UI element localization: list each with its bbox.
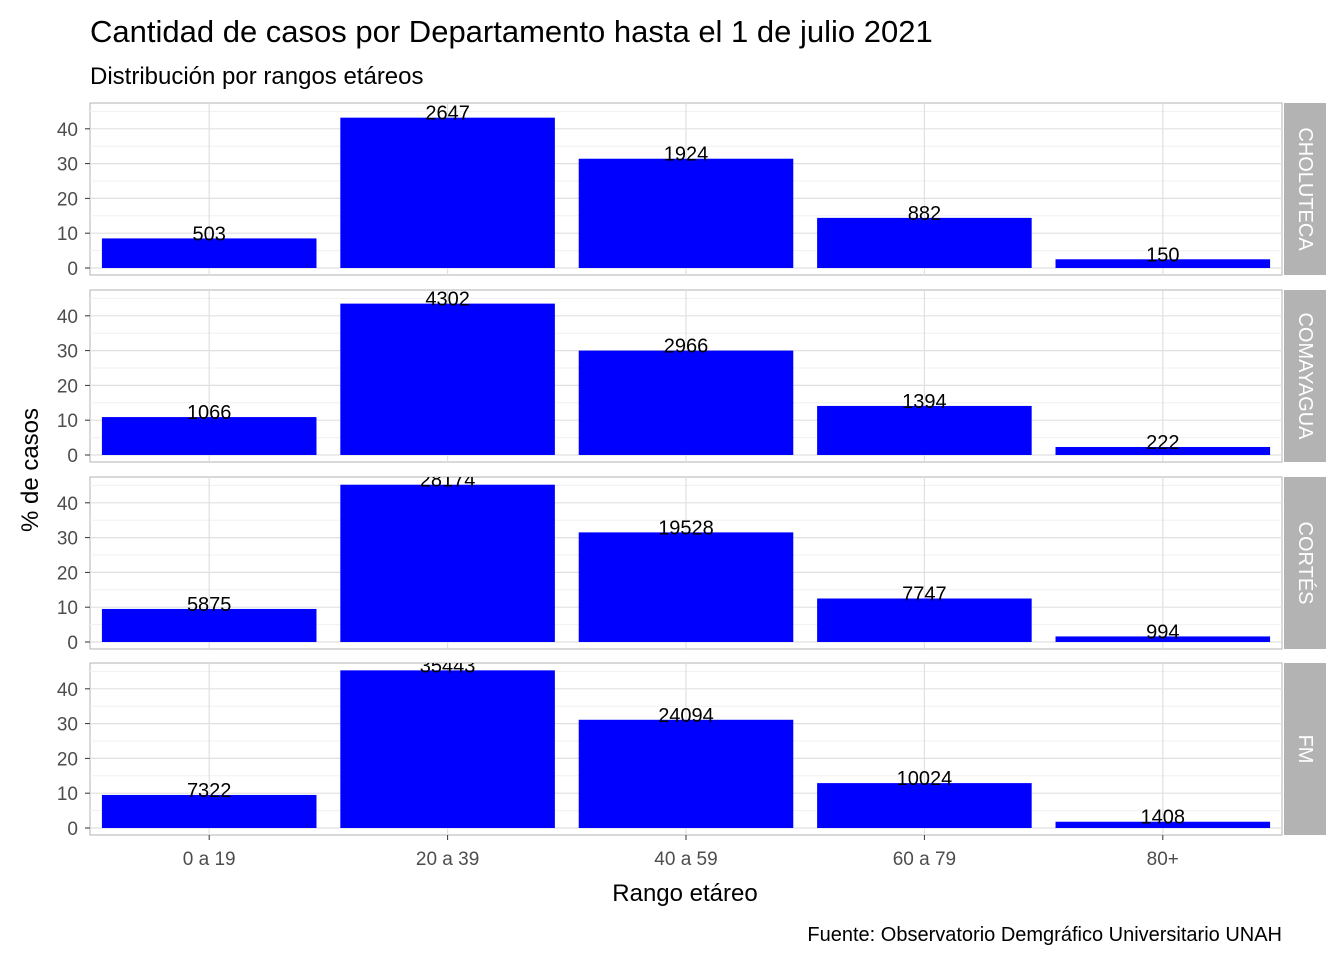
bar-value-label: 1924	[664, 144, 709, 166]
bar	[817, 783, 1032, 828]
facet-strip-label: CORTÉS	[1294, 522, 1317, 605]
y-tick-label: 20	[57, 189, 78, 210]
y-tick-label: 30	[57, 715, 78, 736]
chart-subtitle: Distribución por rangos etáreos	[90, 63, 424, 90]
y-tick-label: 40	[57, 307, 78, 328]
bar	[101, 794, 317, 828]
bar	[817, 405, 1032, 455]
facet-panel: 0 10 20 30 40 5875 28174 19528 7747 994 CORTÉS	[57, 470, 1326, 654]
bar-value-label: 1066	[187, 402, 232, 424]
chart-caption: Fuente: Observatorio Demgráfico Universi…	[807, 924, 1282, 946]
bar	[101, 238, 317, 268]
bar	[578, 158, 794, 268]
bar	[817, 598, 1032, 642]
facet-strip-label: FM	[1294, 735, 1316, 764]
bar	[1055, 821, 1271, 828]
bar	[101, 417, 317, 455]
facet-panel: 0 10 20 30 40 503 2647 1924 882 150 CHOLUTECA	[57, 102, 1326, 280]
bar-value-label: 994	[1146, 621, 1179, 643]
bar-value-label: 882	[908, 203, 941, 225]
bar	[340, 670, 555, 828]
y-tick-label: 10	[57, 411, 78, 432]
y-tick-label: 40	[57, 494, 78, 515]
y-tick-label: 30	[57, 342, 78, 363]
y-tick-label: 10	[57, 784, 78, 805]
bar-value-label: 10024	[897, 768, 953, 790]
bar	[1055, 446, 1271, 455]
bar-value-label: 5875	[187, 594, 232, 616]
x-tick-label: 80+	[1147, 849, 1179, 870]
bar-value-label: 19528	[658, 517, 714, 539]
y-tick-label: 20	[57, 749, 78, 770]
bar	[578, 719, 794, 828]
bar-value-label: 503	[193, 223, 226, 245]
facet-strip	[1284, 663, 1326, 835]
y-tick-label: 40	[57, 120, 78, 141]
y-tick-label: 20	[57, 563, 78, 584]
facet-strip	[1284, 103, 1326, 275]
y-tick-label: 40	[57, 680, 78, 701]
bar	[1055, 636, 1271, 642]
bar-value-label: 2647	[425, 103, 470, 125]
facet-strip	[1284, 477, 1326, 649]
facet-panels: 0 10 20 30 40 503 2647 1924 882 150 CHOLUTECA 0 10 20…	[57, 102, 1326, 840]
y-tick-label: 0	[67, 633, 78, 654]
y-tick-label: 30	[57, 529, 78, 550]
bar	[578, 350, 794, 455]
bar-value-label: 150	[1146, 244, 1179, 266]
bar-value-label: 24094	[658, 705, 714, 727]
bar-value-label: 7322	[187, 780, 232, 802]
bar-value-label: 35443	[420, 655, 476, 677]
bar	[340, 484, 555, 642]
x-tick-label: 60 a 79	[893, 849, 956, 870]
y-tick-label: 10	[57, 224, 78, 245]
bar-value-label: 2966	[664, 336, 709, 358]
bar-value-label: 28174	[420, 470, 476, 492]
facet-panel: 0 10 20 30 40 7322 35443 24094 10024 1408 FM	[57, 655, 1326, 840]
bar-value-label: 4302	[425, 289, 470, 311]
x-axis-title: Rango etáreo	[612, 880, 757, 907]
chart-title: Cantidad de casos por Departamento hasta…	[90, 14, 933, 49]
y-tick-label: 10	[57, 598, 78, 619]
bar-value-label: 1408	[1141, 807, 1186, 829]
y-axis-title: % de casos	[17, 408, 44, 532]
facet-panel: 0 10 20 30 40 1066 4302 2966 1394 222 COMAYAGUA	[57, 289, 1326, 467]
bar	[578, 532, 794, 642]
x-tick-label: 0 a 19	[183, 849, 236, 870]
bar	[340, 303, 555, 455]
bar-value-label: 7747	[902, 584, 947, 606]
y-tick-label: 20	[57, 376, 78, 397]
x-axis: 0 a 19 20 a 39 40 a 59 60 a 79 80+	[183, 835, 1179, 870]
bar	[101, 608, 317, 642]
y-tick-label: 0	[67, 446, 78, 467]
bar	[1055, 259, 1271, 268]
x-tick-label: 20 a 39	[416, 849, 479, 870]
bar-value-label: 222	[1146, 432, 1179, 454]
facet-strip-label: COMAYAGUA	[1294, 312, 1316, 440]
facet-strip-label: CHOLUTECA	[1294, 127, 1316, 251]
bar-value-label: 1394	[902, 391, 947, 413]
y-tick-label: 30	[57, 155, 78, 176]
y-tick-label: 0	[67, 819, 78, 840]
x-tick-label: 40 a 59	[654, 849, 717, 870]
bar	[817, 217, 1032, 268]
facet-strip	[1284, 290, 1326, 462]
bar	[340, 117, 555, 268]
y-tick-label: 0	[67, 259, 78, 280]
